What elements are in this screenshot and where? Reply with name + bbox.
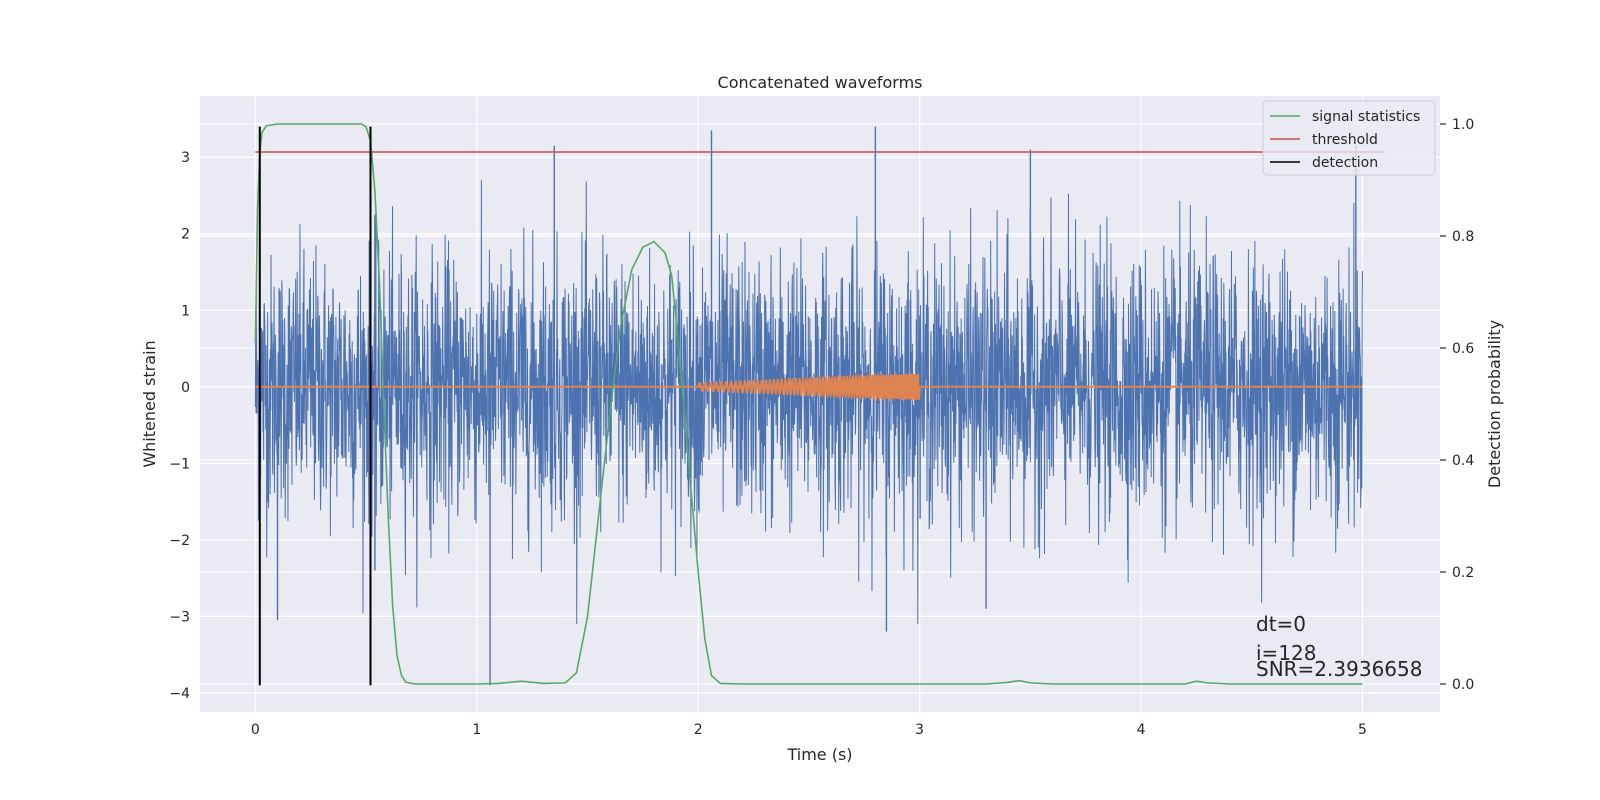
annotation-snr: SNR=2.3936658 xyxy=(1256,657,1422,681)
y2-tick-label: 0.8 xyxy=(1452,229,1474,245)
y-tick-label: 1 xyxy=(181,303,190,319)
y2-axis-ticks: 0.0 0.2 0.4 0.6 0.8 1.0 xyxy=(1440,117,1474,693)
grid-lines xyxy=(200,96,1440,712)
legend-box xyxy=(1262,100,1436,176)
x-tick-label: 4 xyxy=(1137,722,1146,738)
y-tick-label: −2 xyxy=(169,533,190,549)
y2-tick-label: 0.6 xyxy=(1452,341,1474,357)
x-axis-ticks: 0 1 2 3 4 5 xyxy=(251,722,1367,738)
legend-label-detection: detection xyxy=(1312,155,1378,171)
detection-lines xyxy=(258,126,372,686)
strain-series-line xyxy=(254,180,1363,625)
x-tick-label: 3 xyxy=(915,722,924,738)
y2-tick-label: 0.0 xyxy=(1452,677,1474,693)
y2-axis-label: Detection probability xyxy=(1485,320,1504,488)
x-tick-label: 2 xyxy=(694,722,703,738)
legend-label-signal-statistics: signal statistics xyxy=(1312,109,1420,125)
y2-tick-label: 1.0 xyxy=(1452,117,1474,133)
x-tick-label: 0 xyxy=(251,722,260,738)
x-axis-label: Time (s) xyxy=(786,745,852,764)
y2-tick-label: 0.4 xyxy=(1452,453,1474,469)
annotation-dt: dt=0 xyxy=(1256,612,1306,636)
y-axis-label: Whitened strain xyxy=(140,340,159,467)
y-tick-label: 0 xyxy=(181,380,190,396)
chart-title: Concatenated waveforms xyxy=(718,73,923,92)
x-tick-label: 5 xyxy=(1358,722,1367,738)
y-tick-label: 3 xyxy=(181,150,190,166)
legend: signal statistics threshold detection xyxy=(1262,100,1436,176)
series-layer xyxy=(254,123,1385,686)
y-axis-ticks: −4 −3 −2 −1 0 1 2 3 xyxy=(169,150,190,702)
x-tick-label: 1 xyxy=(472,722,481,738)
y2-tick-label: 0.2 xyxy=(1452,565,1474,581)
y-tick-label: −3 xyxy=(169,609,190,625)
legend-label-threshold: threshold xyxy=(1312,132,1378,148)
template-series-line xyxy=(255,370,1363,403)
signal-statistics-line xyxy=(254,123,1363,685)
y-tick-label: −4 xyxy=(169,686,190,702)
y-tick-label: −1 xyxy=(169,456,190,472)
annotation-index: i=128 xyxy=(1256,641,1317,665)
strain-spikes xyxy=(276,126,1357,686)
y-tick-label: 2 xyxy=(181,227,190,243)
annotation-block: dt=0 i=128 SNR=2.3936658 xyxy=(1256,612,1422,681)
